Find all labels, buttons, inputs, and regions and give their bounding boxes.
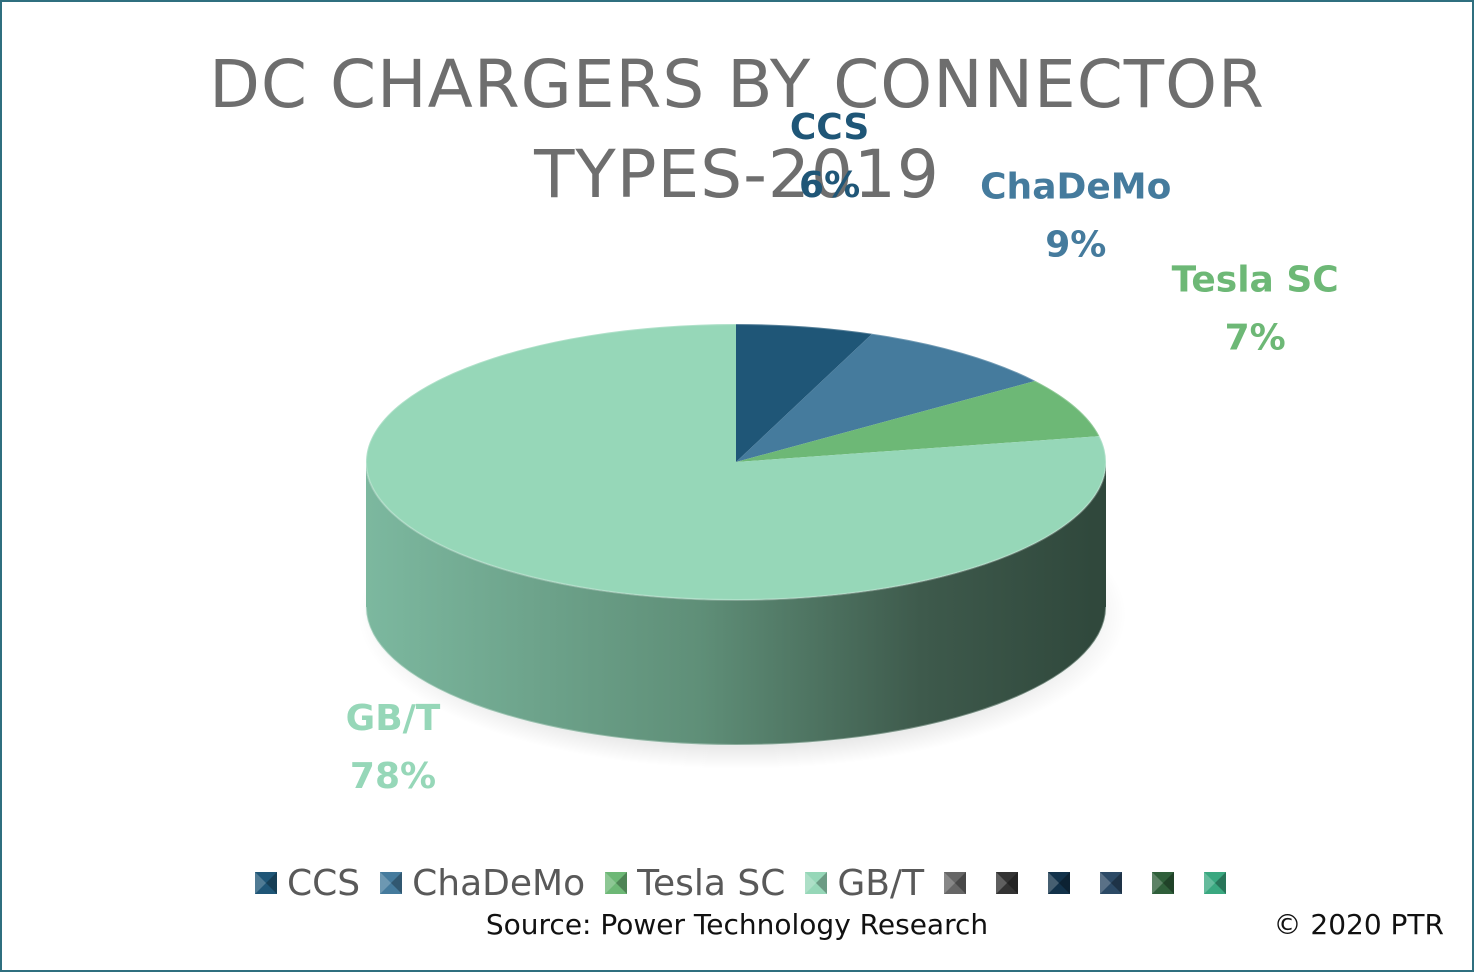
copyright-note: © 2020 PTR [1273,908,1444,941]
pie-slice-ccs [736,324,873,462]
pie-side-rim [365,606,1107,746]
chart-legend: CCS ChaDeMo Tesla SC GB/T [255,860,1256,906]
source-note: Source: Power Technology Research [485,908,989,941]
legend-swatch [805,872,828,894]
chart-title-line-2: TYPES-2019 [534,136,940,213]
legend-swatch-unlabeled [1204,872,1227,894]
chart-title: DC CHARGERS BY CONNECTOR TYPES-2019 [0,40,1474,220]
legend-label: CCS [287,862,361,904]
legend-swatch-unlabeled [1152,872,1175,894]
data-label-value-2: 7% [1225,317,1286,358]
legend-label: ChaDeMo [412,862,586,904]
legend-label: GB/T [837,862,925,904]
legend-swatch [255,872,277,894]
chart-title-line-1: DC CHARGERS BY CONNECTOR [209,46,1265,123]
data-label-value-1: 9% [1045,224,1106,265]
legend-label: Tesla SC [637,862,786,904]
legend-item-gb-t: GB/T [805,863,924,904]
pie-top-rim [365,323,1107,601]
pie-slice-chademo [736,333,1036,462]
data-label-category-2: Tesla SC [1172,259,1339,300]
pie-slice-tesla-sc [736,380,1100,462]
data-label-category-0: CCS [790,107,869,148]
chart-title-text: DC CHARGERS BY CONNECTOR TYPES-2019 [0,40,1474,220]
legend-swatch-unlabeled [1100,872,1123,894]
legend-item-ccs: CCS [255,863,360,904]
legend-item-chademo: ChaDeMo [380,863,585,904]
pie-slice-gb-t [366,324,1106,600]
data-label-category-3: GB/T [346,698,441,739]
legend-swatch-unlabeled [944,872,967,894]
legend-swatch-unlabeled [1048,872,1071,894]
data-label-category-1: ChaDeMo [980,166,1171,207]
legend-swatch [380,872,403,894]
legend-item-tesla-sc: Tesla SC [605,863,785,904]
legend-swatch [605,872,628,894]
pie-side-wall [366,462,1106,745]
data-label-value-0: 6% [799,165,860,206]
data-label-value-3: 78% [350,756,436,797]
legend-swatch-unlabeled [996,872,1019,894]
